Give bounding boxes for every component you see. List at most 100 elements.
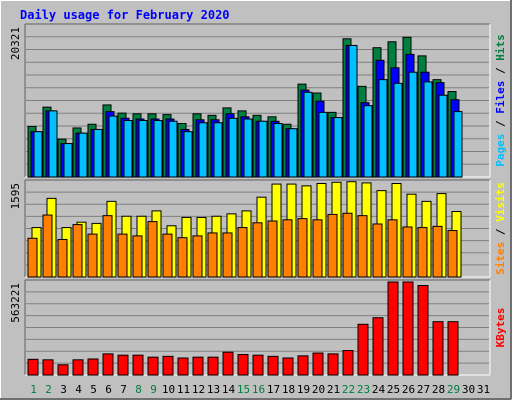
bar-kbytes-day-25 xyxy=(387,281,399,376)
bar-sites-day-24 xyxy=(372,223,383,278)
bar-sites-day-12 xyxy=(192,235,203,278)
x-tick-label: 2 xyxy=(45,383,52,396)
bar-pages-day-28 xyxy=(438,94,448,178)
x-tick-label: 17 xyxy=(267,383,280,396)
bar-kbytes-day-6 xyxy=(102,353,114,376)
x-tick-label: 26 xyxy=(402,383,415,396)
bar-sites-day-16 xyxy=(252,222,263,278)
legend-label: KBytes xyxy=(494,308,507,348)
bar-sites-day-28 xyxy=(432,225,443,278)
x-tick-label: 30 xyxy=(462,383,475,396)
bar-pages-day-27 xyxy=(423,81,433,178)
bar-kbytes-day-2 xyxy=(42,359,54,376)
bar-pages-day-17 xyxy=(273,122,283,178)
bar-pages-day-11 xyxy=(183,131,193,178)
bar-kbytes-day-14 xyxy=(222,351,234,376)
bar-pages-day-18 xyxy=(288,128,298,178)
bar-sites-day-21 xyxy=(327,213,338,278)
bar-pages-day-25 xyxy=(393,82,403,178)
x-tick-label: 25 xyxy=(387,383,400,396)
bar-sites-day-13 xyxy=(207,232,218,278)
bar-pages-day-26 xyxy=(408,71,418,178)
x-tick-label: 19 xyxy=(297,383,310,396)
legend-separator: / xyxy=(494,114,507,134)
bar-kbytes-day-24 xyxy=(372,317,384,376)
bar-pages-day-4 xyxy=(78,132,88,178)
bar-pages-day-29 xyxy=(453,111,463,178)
x-tick-label: 31 xyxy=(477,383,490,396)
x-tick-label: 27 xyxy=(417,383,430,396)
chart-title: Daily usage for February 2020 xyxy=(20,8,230,22)
legend-label: Sites / Visits xyxy=(494,182,507,275)
bar-kbytes-day-3 xyxy=(57,364,69,376)
x-tick-label: 18 xyxy=(282,383,295,396)
bar-pages-day-5 xyxy=(93,128,103,178)
x-tick-label: 28 xyxy=(432,383,445,396)
legend-label: Pages / Files / Hits xyxy=(494,34,507,167)
x-tick-label: 14 xyxy=(222,383,236,396)
bar-kbytes-day-19 xyxy=(297,355,309,376)
bar-kbytes-day-26 xyxy=(402,281,414,376)
panel-hits-files-pages: 20321 Pages / Files / Hits xyxy=(9,23,507,178)
y-max-label: 20321 xyxy=(9,27,22,60)
bar-pages-day-19 xyxy=(303,91,313,178)
x-tick-label: 4 xyxy=(75,383,82,396)
x-tick-label: 1 xyxy=(30,383,37,396)
bar-sites-day-26 xyxy=(402,226,413,278)
bar-pages-day-22 xyxy=(348,44,358,178)
bar-sites-day-22 xyxy=(342,212,353,278)
x-tick-label: 29 xyxy=(447,383,460,396)
x-tick-label: 12 xyxy=(192,383,205,396)
bar-sites-day-17 xyxy=(267,220,278,278)
legend-files: Files xyxy=(494,81,507,114)
legend-hits: Hits xyxy=(494,34,507,61)
bar-sites-day-9 xyxy=(147,221,158,278)
bar-pages-day-14 xyxy=(228,117,238,178)
x-tick-label: 7 xyxy=(120,383,127,396)
legend-kbytes: KBytes xyxy=(494,308,507,348)
bar-sites-day-10 xyxy=(162,233,173,278)
bar-kbytes-day-12 xyxy=(192,356,204,376)
x-tick-label: 10 xyxy=(162,383,175,396)
bar-sites-day-27 xyxy=(417,227,428,278)
x-tick-label: 8 xyxy=(135,383,142,396)
y-max-label: 1595 xyxy=(9,183,22,210)
bar-kbytes-day-1 xyxy=(27,358,39,376)
bar-sites-day-11 xyxy=(177,237,188,278)
x-tick-label: 24 xyxy=(372,383,386,396)
bar-sites-day-1 xyxy=(27,237,38,278)
bar-kbytes-day-21 xyxy=(327,353,339,376)
bar-pages-day-6 xyxy=(108,115,118,178)
bar-sites-day-19 xyxy=(297,218,308,278)
x-tick-label: 22 xyxy=(342,383,355,396)
bar-kbytes-day-5 xyxy=(87,358,99,376)
bar-pages-day-13 xyxy=(213,122,223,178)
bar-sites-day-3 xyxy=(57,238,68,278)
x-tick-label: 20 xyxy=(312,383,325,396)
bar-kbytes-day-20 xyxy=(312,352,324,376)
bar-kbytes-day-8 xyxy=(132,354,144,376)
legend-separator: / xyxy=(494,222,507,242)
bar-sites-day-8 xyxy=(132,235,143,278)
bar-pages-day-12 xyxy=(198,122,208,178)
bar-sites-day-23 xyxy=(357,215,368,278)
x-tick-label: 16 xyxy=(252,383,265,396)
bar-pages-day-24 xyxy=(378,79,388,178)
x-tick-label: 23 xyxy=(357,383,370,396)
bar-pages-day-7 xyxy=(123,120,133,178)
bar-kbytes-day-9 xyxy=(147,356,159,376)
bar-kbytes-day-27 xyxy=(417,285,429,376)
x-tick-label: 13 xyxy=(207,383,220,396)
bar-kbytes-day-16 xyxy=(252,354,264,376)
bar-pages-day-8 xyxy=(138,120,148,178)
bar-sites-day-29 xyxy=(447,230,458,278)
x-tick-label: 3 xyxy=(60,383,67,396)
bar-kbytes-day-11 xyxy=(177,357,189,376)
bar-kbytes-day-7 xyxy=(117,354,129,376)
bar-pages-day-10 xyxy=(168,120,178,178)
x-tick-label: 21 xyxy=(327,383,340,396)
legend-sites: Sites xyxy=(494,242,507,275)
y-max-label: 563221 xyxy=(9,283,22,323)
bar-sites-day-15 xyxy=(237,227,248,278)
